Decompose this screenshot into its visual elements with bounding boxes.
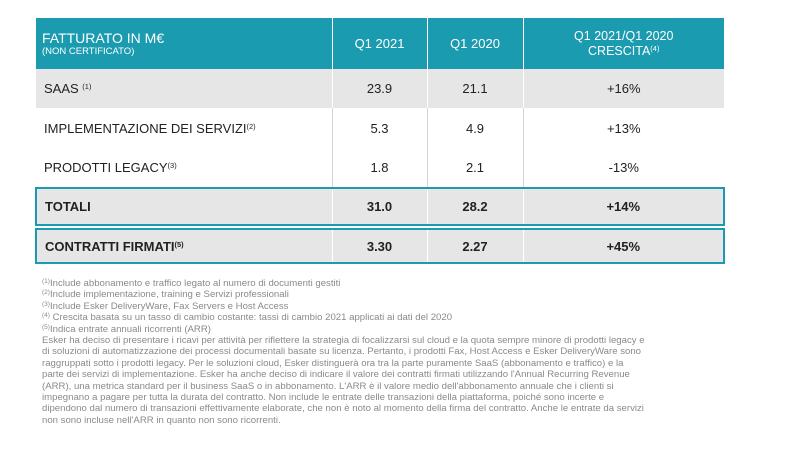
paragraph-line: raggruppati sotto i prodotti legacy. Per…: [42, 357, 624, 369]
row-q1-2020: 21.1: [427, 69, 524, 108]
header-q1-2021: Q1 2021: [332, 18, 428, 69]
footnote-mark: (5): [42, 323, 50, 331]
paragraph-line: parte dei servizi di implementazione. Es…: [42, 369, 630, 381]
footnote-text: Include implementazione, training e Serv…: [49, 289, 289, 301]
total-label: TOTALI: [35, 187, 333, 226]
table-row: PRODOTTI LEGACY(3) 1.8 2.1 -13%: [36, 148, 724, 188]
paragraph-line: impegnano a pagare per tutta la durata d…: [42, 392, 605, 404]
footnote-5: (5)Indica entrate annuali ricorrenti (AR…: [42, 324, 754, 335]
table-subtitle: (NON CERTIFICATO): [42, 46, 135, 57]
footnote-4: (4) Crescita basata su un tasso di cambi…: [42, 312, 754, 323]
footnote-text: Include Esker DeliveryWare, Fax Servers …: [49, 300, 289, 312]
paragraph-line: dipendono dal numero di transazioni effe…: [42, 403, 644, 415]
footnotes: (1)Include abbonamento e traffico legato…: [42, 278, 754, 426]
paragraph-line: (ARR), una metrica standard per il busin…: [42, 380, 614, 392]
contracts-q1-2021: 3.30: [332, 228, 428, 264]
footnote-1: (1)Include abbonamento e traffico legato…: [42, 278, 754, 289]
header-growth-line1: Q1 2021/Q1 2020: [574, 28, 674, 43]
header-title-cell: FATTURATO IN M€ (NON CERTIFICATO): [36, 18, 333, 69]
row-q1-2021: 5.3: [332, 108, 428, 148]
header-growth-note: (4): [650, 43, 660, 53]
row-growth: -13%: [608, 160, 639, 175]
table-header-row: FATTURATO IN M€ (NON CERTIFICATO) Q1 202…: [36, 18, 724, 69]
revenue-table-container: FATTURATO IN M€ (NON CERTIFICATO) Q1 202…: [35, 18, 725, 264]
header-growth: Q1 2021/Q1 2020 CRESCITA(4): [523, 18, 724, 69]
row-label: SAAS (1): [36, 69, 333, 108]
paragraph-line: Esker ha deciso di presentare i ricavi p…: [42, 335, 645, 347]
explanatory-paragraph: Esker ha deciso di presentare i ricavi p…: [42, 335, 754, 426]
contracts-note: (5): [174, 239, 184, 249]
footnote-3: (3)Include Esker DeliveryWare, Fax Serve…: [42, 301, 754, 312]
header-growth-line2: CRESCITA(4): [524, 44, 725, 59]
contracts-label-text: CONTRATTI FIRMATI: [45, 238, 175, 254]
total-q1-2021: 31.0: [332, 187, 428, 226]
row-label: IMPLEMENTAZIONE DEI SERVIZI(2): [36, 108, 333, 148]
row-q1-2021: 1.8: [332, 148, 428, 188]
total-growth: +14%: [523, 187, 725, 226]
contracts-label: CONTRATTI FIRMATI(5): [35, 228, 333, 264]
row-q1-2020: 4.9: [427, 108, 524, 148]
contracts-q1-2020: 2.27: [427, 228, 524, 264]
contracts-row: CONTRATTI FIRMATI(5) 3.30 2.27 +45%: [35, 228, 725, 264]
row-label: PRODOTTI LEGACY(3): [36, 148, 333, 188]
footnote-mark: (3): [42, 300, 50, 308]
row-spacer: [36, 225, 724, 229]
header-growth-label: CRESCITA: [588, 43, 651, 58]
footnote-text: Crescita basata su un tasso di cambio co…: [49, 312, 453, 324]
row-label-text: IMPLEMENTAZIONE DEI SERVIZI: [44, 120, 247, 136]
footnote-text: Indica entrate annuali ricorrenti (ARR): [49, 323, 211, 335]
row-growth: +13%: [606, 120, 641, 136]
header-q1-2020: Q1 2020: [427, 18, 524, 69]
row-growth: +16%: [606, 81, 641, 96]
table-row: IMPLEMENTAZIONE DEI SERVIZI(2) 5.3 4.9 +…: [36, 108, 724, 148]
row-q1-2021: 23.9: [332, 69, 428, 108]
row-label-text: SAAS: [44, 81, 83, 96]
table-title: FATTURATO IN M€: [42, 30, 165, 46]
row-q1-2020: 2.1: [427, 148, 524, 188]
paragraph-line: non sono incluse nell'ARR in quanto non …: [42, 414, 281, 426]
footnote-mark: (1): [42, 278, 50, 285]
footnote-text: Include abbonamento e traffico legato al…: [49, 278, 341, 289]
row-note: (3): [167, 161, 177, 170]
row-note: (2): [246, 121, 256, 131]
total-row: TOTALI 31.0 28.2 +14%: [35, 187, 725, 226]
paragraph-line: di soluzioni di automatizzazione dei pro…: [42, 346, 642, 358]
contracts-growth: +45%: [523, 228, 725, 264]
total-q1-2020: 28.2: [427, 187, 524, 226]
row-note: (1): [82, 82, 92, 91]
revenue-table: FATTURATO IN M€ (NON CERTIFICATO) Q1 202…: [35, 18, 725, 264]
row-label-text: PRODOTTI LEGACY: [44, 160, 168, 175]
footnote-2: (2)Include implementazione, training e S…: [42, 289, 754, 300]
table-row: SAAS (1) 23.9 21.1 +16%: [36, 69, 724, 108]
footnote-mark: (4): [42, 312, 50, 320]
footnote-mark: (2): [42, 289, 50, 297]
